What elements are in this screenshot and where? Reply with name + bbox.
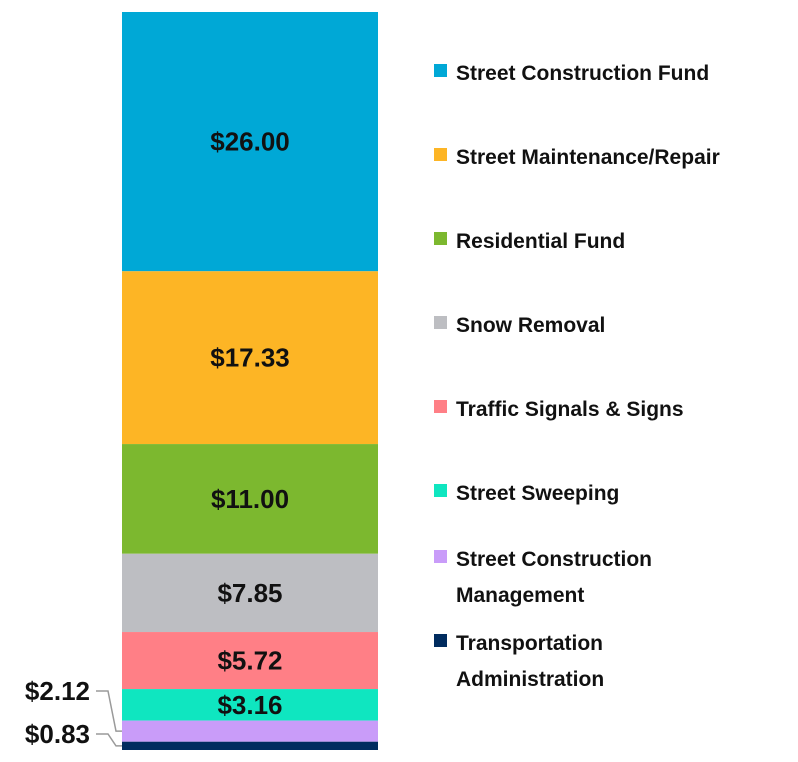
data-label-transportation-administration: $0.83 bbox=[25, 719, 90, 749]
legend-swatch-street-maintenance-repair bbox=[434, 148, 447, 161]
legend-swatch-snow-removal bbox=[434, 316, 447, 329]
data-label-traffic-signals-signs: $5.72 bbox=[217, 646, 282, 676]
legend-label-transportation-administration-line2: Administration bbox=[456, 668, 604, 691]
bar-segment-snow-removal bbox=[122, 553, 378, 633]
data-label-residential-fund: $11.00 bbox=[211, 484, 289, 514]
legend-label-street-maintenance-repair: Street Maintenance/Repair bbox=[456, 146, 720, 169]
leader-line-transportation-administration bbox=[96, 733, 122, 747]
legend-swatch-street-construction-management bbox=[434, 550, 447, 563]
data-label-street-construction-management: $2.12 bbox=[25, 676, 90, 706]
legend-label-traffic-signals-signs: Traffic Signals & Signs bbox=[456, 398, 684, 421]
legend-swatch-street-sweeping bbox=[434, 484, 447, 497]
bar-segment-traffic-signals-signs bbox=[122, 632, 378, 690]
legend-item-street-maintenance-repair: Street Maintenance/Repair bbox=[434, 146, 720, 169]
stacked-bar bbox=[122, 12, 378, 750]
legend-swatch-street-construction-fund bbox=[434, 64, 447, 77]
legend-label-street-construction-fund: Street Construction Fund bbox=[456, 62, 709, 85]
leader-line-street-construction-management bbox=[96, 690, 122, 732]
bar-segment-street-construction-fund bbox=[122, 12, 378, 272]
legend-label-snow-removal: Snow Removal bbox=[456, 314, 605, 337]
legend: Street Construction Fund Street Maintenan… bbox=[434, 62, 720, 691]
legend-label-street-construction-management-line1: Street Construction bbox=[456, 548, 652, 571]
legend-item-transportation-administration: Transportation Administration bbox=[434, 632, 604, 691]
legend-label-street-sweeping: Street Sweeping bbox=[456, 482, 619, 505]
legend-item-snow-removal: Snow Removal bbox=[434, 314, 605, 337]
data-label-street-maintenance-repair: $17.33 bbox=[210, 343, 290, 373]
data-label-snow-removal: $7.85 bbox=[217, 578, 282, 608]
legend-item-street-construction-management: Street Construction Management bbox=[434, 548, 652, 607]
legend-swatch-traffic-signals-signs bbox=[434, 400, 447, 413]
bar-segment-street-maintenance-repair bbox=[122, 271, 378, 445]
bar-segment-residential-fund bbox=[122, 444, 378, 554]
data-label-street-sweeping: $3.16 bbox=[217, 690, 282, 720]
legend-item-residential-fund: Residential Fund bbox=[434, 230, 625, 253]
legend-label-street-construction-management-line2: Management bbox=[456, 584, 584, 607]
bar-segment-street-construction-management bbox=[122, 720, 378, 742]
bar-segment-street-sweeping bbox=[122, 689, 378, 721]
legend-item-traffic-signals-signs: Traffic Signals & Signs bbox=[434, 398, 684, 421]
legend-label-residential-fund: Residential Fund bbox=[456, 230, 625, 253]
legend-item-street-construction-fund: Street Construction Fund bbox=[434, 62, 709, 85]
segment-labels: $26.00 $17.33 $11.00 $7.85 $5.72 $3.16 $2.12 $0… bbox=[25, 127, 290, 749]
legend-swatch-residential-fund bbox=[434, 232, 447, 245]
bar-segment-transportation-administration bbox=[122, 741, 378, 750]
legend-swatch-transportation-administration bbox=[434, 634, 447, 647]
legend-label-transportation-administration-line1: Transportation bbox=[456, 632, 603, 655]
legend-item-street-sweeping: Street Sweeping bbox=[434, 482, 619, 505]
data-label-street-construction-fund: $26.00 bbox=[210, 127, 290, 157]
